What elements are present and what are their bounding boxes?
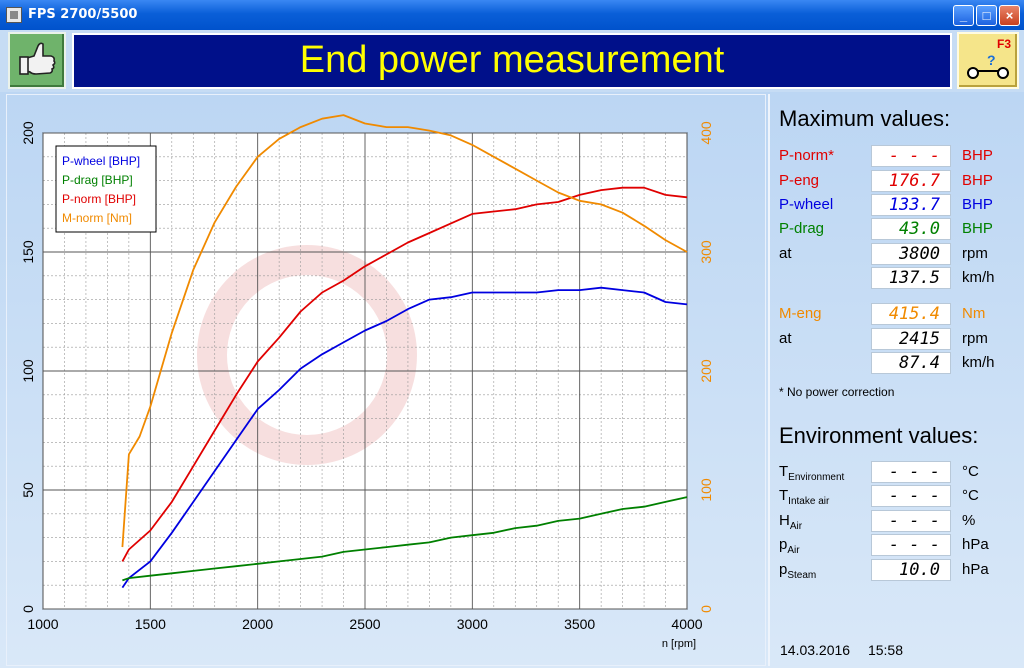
max-value-unit: BHP [962, 147, 993, 164]
y-right-tick-label: 100 [698, 478, 714, 502]
environment-label: TIntake air [779, 487, 830, 507]
minimize-button[interactable]: _ [953, 5, 974, 26]
y-right-tick-label: 200 [698, 359, 714, 383]
max-value-display: 133.7 [871, 194, 951, 216]
y-right-tick-label: 0 [698, 605, 714, 613]
no-power-correction-note: * No power correction [779, 385, 895, 399]
legend-entry: P-drag [BHP] [62, 173, 133, 187]
environment-value-display: - - - - .- [871, 485, 951, 526]
x-axis-label: n [rpm] [662, 638, 696, 650]
close-button[interactable]: × [999, 5, 1020, 26]
x-tick-label: 3000 [457, 616, 488, 632]
x-tick-label: 4000 [671, 616, 702, 632]
max-value-display: 3800 [871, 243, 951, 265]
environment-label: HAir [779, 512, 803, 532]
max-value-unit: km/h [962, 354, 995, 371]
environment-value-display: 10.0 [871, 559, 951, 581]
legend-entry: M-norm [Nm] [62, 211, 132, 225]
series-line [121, 186, 688, 562]
max-value-display: 415.4 [871, 303, 951, 325]
maximize-button[interactable]: □ [976, 5, 997, 26]
series-line [121, 286, 688, 589]
y-left-tick-label: 150 [20, 240, 36, 264]
max-value-display: 176.7 [871, 170, 951, 192]
window-title-bar: FPS 2700/5500 _ □ × [0, 0, 1024, 30]
max-values-title: Maximum values: [779, 106, 951, 131]
environment-unit: hPa [962, 536, 989, 553]
max-value-unit: rpm [962, 330, 988, 347]
environment-label: pAir [779, 536, 800, 556]
max-value-label: at [779, 245, 792, 262]
status-date: 14.03.2016 [780, 642, 851, 658]
x-tick-label: 2000 [242, 616, 273, 632]
watermark-logo [197, 245, 417, 465]
environment-unit: % [962, 512, 976, 529]
y-right-tick-label: 300 [698, 240, 714, 264]
y-right-tick-label: 400 [698, 121, 714, 145]
y-left-tick-label: 0 [20, 605, 36, 613]
environment-value-display: - - - - .- [871, 534, 951, 575]
y-left-tick-label: 200 [20, 121, 36, 145]
max-value-unit: BHP [962, 172, 993, 189]
max-value-label: P-eng [779, 172, 820, 189]
series-line [121, 114, 688, 548]
environment-value-display: - - - - .- [871, 510, 951, 551]
page-title: End power measurement [72, 33, 952, 89]
x-tick-label: 3500 [564, 616, 595, 632]
max-value-unit: BHP [962, 196, 993, 213]
max-value-label: P-wheel [779, 196, 834, 213]
roller-dyno-icon: ? [967, 52, 1009, 79]
status-datetime: 14.03.2016 15:58 [780, 642, 917, 658]
max-value-display: 87.4 [871, 352, 951, 374]
x-tick-label: 1500 [135, 616, 166, 632]
max-value-unit: rpm [962, 245, 988, 262]
x-tick-label: 2500 [349, 616, 380, 632]
x-tick-label: 1000 [27, 616, 58, 632]
max-value-display: 137.5 [871, 267, 951, 289]
series-line [122, 496, 688, 582]
max-value-display: - - - - .- [871, 145, 951, 186]
max-value-unit: km/h [962, 269, 995, 286]
status-time: 15:58 [867, 642, 904, 658]
environment-value-display: - - - - .- [871, 461, 951, 502]
environment-unit: °C [962, 487, 979, 504]
environment-values-title: Environment values: [779, 423, 979, 448]
f3-label: F3 [996, 37, 1011, 51]
legend-entry: P-wheel [BHP] [62, 154, 140, 168]
max-value-unit: BHP [962, 220, 993, 237]
main-area: 1000 1500 2000 2500 3000 3500 4000 0 50 100 150 200… [0, 92, 1024, 668]
max-value-label: P-norm* [779, 147, 835, 164]
confirm-button[interactable] [8, 32, 66, 89]
power-chart-panel: 1000 1500 2000 2500 3000 3500 4000 0 50 100 150 200… [6, 94, 766, 666]
max-value-label: at [779, 330, 792, 347]
max-value-display: 2415 [871, 328, 951, 350]
legend-entry: P-norm [BHP] [62, 192, 136, 206]
max-value-unit: Nm [962, 305, 986, 322]
panel-divider [768, 94, 770, 666]
max-value-label: M-eng [779, 305, 822, 322]
y-left-tick-label: 100 [20, 359, 36, 383]
y-left-tick-label: 50 [20, 482, 36, 498]
environment-unit: °C [962, 463, 979, 480]
legend-box [55, 145, 157, 233]
svg-text:?: ? [987, 52, 996, 68]
thumbs-up-icon [19, 42, 56, 75]
environment-unit: hPa [962, 561, 989, 578]
power-chart: 1000 1500 2000 2500 3000 3500 4000050100150200… [20, 114, 714, 650]
f3-dyno-button[interactable]: F3 ? [957, 32, 1019, 89]
app-icon [6, 7, 22, 23]
max-value-label: P-drag [779, 220, 825, 237]
window-title: FPS 2700/5500 [28, 7, 138, 22]
environment-label: TEnvironment [779, 463, 845, 483]
header-strip: End power measurement F3 ? [0, 30, 1024, 92]
max-value-display: 43.0 [871, 218, 951, 240]
environment-label: pSteam [779, 561, 817, 581]
